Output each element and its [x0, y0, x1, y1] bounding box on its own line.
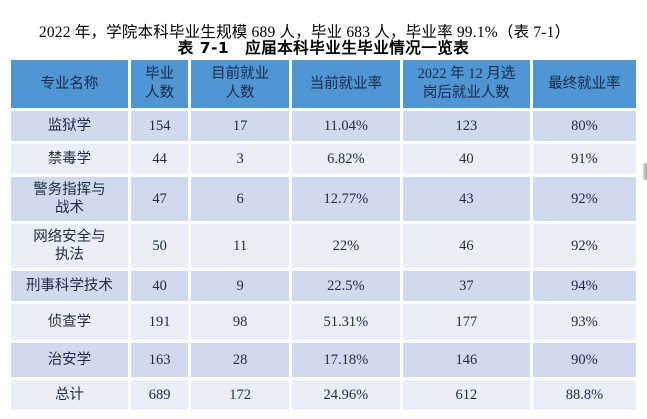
cell-currently-employed: 9 [191, 271, 289, 301]
intro-paragraph: 2022 年，学院本科毕业生规模 689 人，毕业 683 人，毕业率 99.1… [38, 23, 571, 41]
cell-current-rate: 17.18% [291, 343, 400, 377]
cell-final-rate: 91% [532, 144, 636, 174]
cell-graduates: 163 [130, 343, 189, 377]
cell-final-rate: 80% [532, 111, 636, 141]
cell-current-rate: 22.5% [291, 271, 400, 301]
cell-dec-employed: 43 [402, 177, 530, 221]
table-row-forensic-science: 刑事科学技术 40 9 22.5% 37 94% [11, 271, 636, 301]
cell-dec-employed: 146 [402, 343, 530, 377]
cell-dec-employed: 612 [402, 380, 530, 410]
header-row: 专业名称 毕业 人数 目前就业 人数 当前就业率 2022 年 12 月选 岗后… [11, 60, 636, 108]
cell-final-rate: 93% [532, 304, 636, 340]
cell-currently-employed: 28 [191, 343, 289, 377]
cell-current-rate: 12.77% [291, 177, 400, 221]
cell-graduates: 40 [130, 271, 189, 301]
table-caption: 表 7-1 应届本科毕业生毕业情况一览表 [177, 39, 470, 57]
table-row-total: 总计 689 172 24.96% 612 88.8% [11, 380, 636, 410]
cell-currently-employed: 17 [191, 111, 289, 141]
scrollbar-thumb[interactable] [643, 163, 647, 180]
cell-final-rate: 92% [532, 224, 636, 268]
cell-graduates: 44 [130, 144, 189, 174]
cell-current-rate: 11.04% [291, 111, 400, 141]
table-row-anti-drug: 禁毒学 44 3 6.82% 40 91% [11, 144, 636, 174]
cell-major: 侦查学 [11, 304, 128, 340]
table-row-cybersecurity: 网络安全与 执法 50 11 22% 46 92% [11, 224, 636, 268]
cell-current-rate: 24.96% [291, 380, 400, 410]
cell-major: 监狱学 [11, 111, 128, 141]
col-header-graduates: 毕业 人数 [130, 60, 189, 108]
cell-major: 网络安全与 执法 [11, 224, 128, 268]
cell-dec-employed: 123 [402, 111, 530, 141]
cell-dec-employed: 37 [402, 271, 530, 301]
col-header-currently-employed: 目前就业 人数 [191, 60, 289, 108]
cell-graduates: 191 [130, 304, 189, 340]
col-header-dec-employed: 2022 年 12 月选 岗后就业人数 [402, 60, 530, 108]
cell-major: 刑事科学技术 [11, 271, 128, 301]
cell-major: 警务指挥与 战术 [11, 177, 128, 221]
table-row-investigation: 侦查学 191 98 51.31% 177 93% [11, 304, 636, 340]
cell-currently-employed: 11 [191, 224, 289, 268]
cell-final-rate: 90% [532, 343, 636, 377]
col-header-major: 专业名称 [11, 60, 128, 108]
graduation-table-wrapper: 专业名称 毕业 人数 目前就业 人数 当前就业率 2022 年 12 月选 岗后… [8, 57, 639, 413]
cell-currently-employed: 98 [191, 304, 289, 340]
table-row-public-security: 治安学 163 28 17.18% 146 90% [11, 343, 636, 377]
col-header-final-rate: 最终就业率 [532, 60, 636, 108]
graduation-table: 专业名称 毕业 人数 目前就业 人数 当前就业率 2022 年 12 月选 岗后… [8, 57, 639, 413]
cell-currently-employed: 172 [191, 380, 289, 410]
cell-final-rate: 92% [532, 177, 636, 221]
cell-dec-employed: 46 [402, 224, 530, 268]
cell-current-rate: 51.31% [291, 304, 400, 340]
cell-current-rate: 6.82% [291, 144, 400, 174]
cell-final-rate: 94% [532, 271, 636, 301]
cell-graduates: 47 [130, 177, 189, 221]
table-row-prison-studies: 监狱学 154 17 11.04% 123 80% [11, 111, 636, 141]
col-header-current-rate: 当前就业率 [291, 60, 400, 108]
cell-graduates: 154 [130, 111, 189, 141]
cell-current-rate: 22% [291, 224, 400, 268]
cell-dec-employed: 177 [402, 304, 530, 340]
cell-dec-employed: 40 [402, 144, 530, 174]
cell-major: 总计 [11, 380, 128, 410]
cell-major: 禁毒学 [11, 144, 128, 174]
cell-currently-employed: 3 [191, 144, 289, 174]
cell-graduates: 689 [130, 380, 189, 410]
cell-major: 治安学 [11, 343, 128, 377]
cell-graduates: 50 [130, 224, 189, 268]
cell-currently-employed: 6 [191, 177, 289, 221]
table-row-police-command: 警务指挥与 战术 47 6 12.77% 43 92% [11, 177, 636, 221]
cell-final-rate: 88.8% [532, 380, 636, 410]
